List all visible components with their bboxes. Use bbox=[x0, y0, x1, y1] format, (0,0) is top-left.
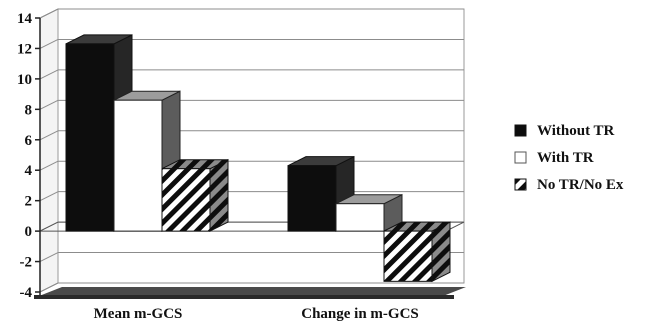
gridline-side bbox=[39, 191, 59, 202]
bar bbox=[383, 230, 433, 282]
bar bbox=[113, 99, 163, 232]
bar bbox=[65, 43, 115, 232]
gridline-side bbox=[39, 282, 59, 293]
legend-label: Without TR bbox=[537, 123, 615, 139]
legend-label: No TR/No Ex bbox=[537, 177, 624, 193]
plot-area: 14 12 10 8 6 4 2 0 -2 -4 Mean m-GCS Change in m-GCS bbox=[17, 8, 466, 322]
bar-side bbox=[209, 158, 229, 232]
legend: Without TR With TR No TR/No Ex bbox=[514, 123, 624, 193]
y-tick-label: -2 bbox=[20, 255, 33, 271]
y-tick-label: -4 bbox=[20, 285, 33, 301]
legend-swatch bbox=[514, 178, 527, 191]
y-tick-label: 12 bbox=[17, 41, 32, 57]
y-tick-label: 6 bbox=[25, 133, 33, 149]
y-tick-label: 8 bbox=[25, 102, 33, 118]
floor-edge bbox=[34, 295, 454, 299]
gridline-side bbox=[39, 69, 59, 80]
bar-side bbox=[431, 221, 451, 283]
gridline-side bbox=[39, 130, 59, 141]
y-tick-label: 4 bbox=[25, 163, 33, 179]
gridline-side bbox=[39, 160, 59, 171]
legend-label: With TR bbox=[537, 150, 594, 166]
gridline-side bbox=[39, 38, 59, 49]
gridline-side bbox=[39, 252, 59, 263]
category-label: Change in m-GCS bbox=[301, 306, 419, 322]
side-wall bbox=[39, 8, 59, 293]
gridline-side bbox=[39, 8, 59, 19]
y-tick-label: 0 bbox=[25, 224, 33, 240]
y-tick-label: 10 bbox=[17, 72, 32, 88]
y-tick-label: 14 bbox=[17, 11, 33, 27]
bar bbox=[287, 165, 337, 232]
bar bbox=[335, 203, 385, 232]
legend-swatch bbox=[514, 124, 527, 137]
bar bbox=[161, 168, 211, 232]
legend-swatch bbox=[514, 151, 527, 164]
category-label: Mean m-GCS bbox=[94, 306, 183, 322]
gridline-side bbox=[39, 99, 59, 110]
y-tick-label: 2 bbox=[25, 194, 33, 210]
